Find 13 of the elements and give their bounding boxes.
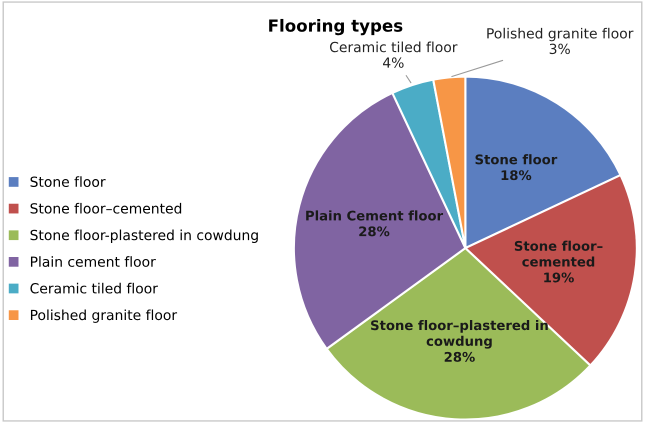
data-label: Stone floor–plastered in cowdung 28% <box>371 320 548 362</box>
legend-label: Plain cement floor <box>30 256 156 267</box>
legend-label: Stone floor <box>30 176 106 188</box>
chart-title: Flooring types <box>269 18 402 36</box>
data-label: Stone floor– cemented 19% <box>514 240 602 282</box>
legend-label: Stone floor–cemented <box>30 202 182 214</box>
legend-label: Polished granite floor <box>30 309 178 323</box>
data-label: Ceramic tiled floor 4% <box>330 42 458 68</box>
data-label: Stone floor 18% <box>475 154 558 180</box>
legend-label: Stone floor-plastered in cowdung <box>30 230 258 243</box>
data-label: Polished granite floor 3% <box>487 28 634 54</box>
data-label: Plain Cement floor 28% <box>306 210 444 236</box>
legend-label: Ceramic tiled floor <box>30 282 158 294</box>
